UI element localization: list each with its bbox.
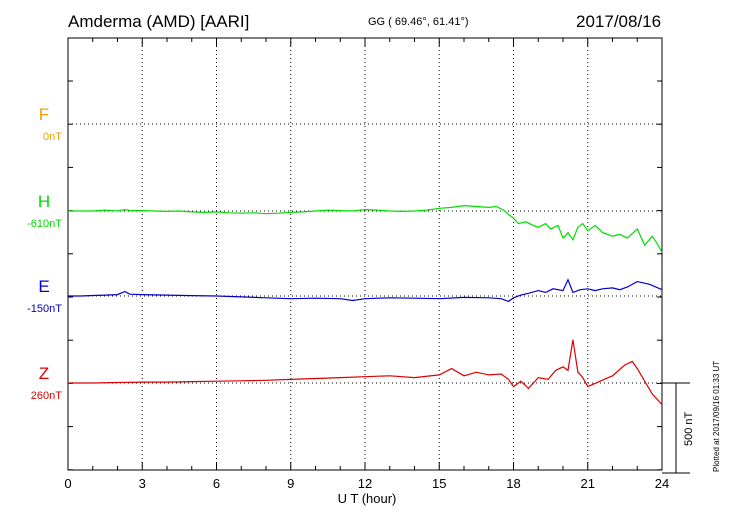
baseline-label-e: -150nT xyxy=(27,303,62,315)
series-name-e: E xyxy=(38,277,49,296)
baseline-label-z: 260nT xyxy=(31,390,62,402)
series-line-h xyxy=(68,204,663,253)
baseline-label-h: -610nT xyxy=(27,218,62,230)
scale-bar-label: 500 nT xyxy=(683,411,695,446)
x-tick-label: 0 xyxy=(64,476,71,491)
date-label: 2017/08/16 xyxy=(576,12,662,31)
plotted-note: Plotted at 2017/09/16 01:33 UT xyxy=(712,360,721,472)
series-name-z: Z xyxy=(39,364,49,383)
x-axis-label: U T (hour) xyxy=(338,491,397,506)
x-tick-label: 15 xyxy=(432,476,446,491)
baseline-label-f: 0nT xyxy=(43,131,62,143)
series-line-z xyxy=(68,339,663,406)
series-line-e xyxy=(68,278,663,303)
x-tick-label: 12 xyxy=(358,476,372,491)
x-tick-label: 21 xyxy=(581,476,595,491)
x-tick-label: 18 xyxy=(506,476,520,491)
series-name-f: F xyxy=(39,105,49,124)
geographic-coords: GG ( 69.46°, 61.41°) xyxy=(368,16,469,28)
station-title: Amderma (AMD) [AARI] xyxy=(68,12,250,31)
x-tick-label: 3 xyxy=(139,476,146,491)
x-tick-label: 6 xyxy=(213,476,220,491)
x-tick-label: 9 xyxy=(287,476,294,491)
series-name-h: H xyxy=(38,192,50,211)
x-tick-label: 24 xyxy=(655,476,669,491)
